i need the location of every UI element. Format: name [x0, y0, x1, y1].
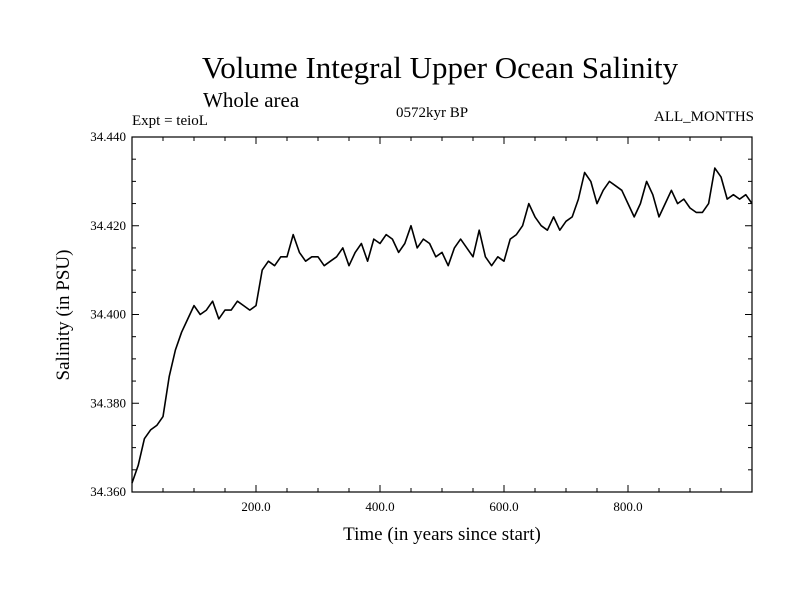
axis-ticks [132, 136, 752, 493]
x-tick-label: 200.0 [241, 499, 270, 514]
x-tick-label: 400.0 [365, 499, 394, 514]
x-tick-label: 800.0 [613, 499, 642, 514]
y-tick-label: 34.360 [90, 484, 126, 499]
x-tick-label: 600.0 [489, 499, 518, 514]
months-label: ALL_MONTHS [654, 109, 754, 125]
chart-subtitle: Whole area [203, 88, 300, 112]
y-tick-label: 34.420 [90, 218, 126, 233]
y-tick-label: 34.400 [90, 307, 126, 322]
y-tick-label: 34.440 [90, 129, 126, 144]
plot-frame [131, 136, 753, 493]
y-axis-label: Salinity (in PSU) [53, 249, 74, 381]
axis-tick-labels: 200.0 400.0 600.0 800.0 34.360 34.380 34.400 34… [90, 129, 642, 514]
chart-title: Volume Integral Upper Ocean Salinity [201, 50, 679, 85]
period-label: 0572kyr BP [396, 105, 469, 121]
salinity-series-line [131, 167, 753, 484]
experiment-label: Expt = teioL [132, 113, 208, 129]
x-axis-label: Time (in years since start) [343, 524, 541, 545]
y-tick-label: 34.380 [90, 395, 126, 410]
